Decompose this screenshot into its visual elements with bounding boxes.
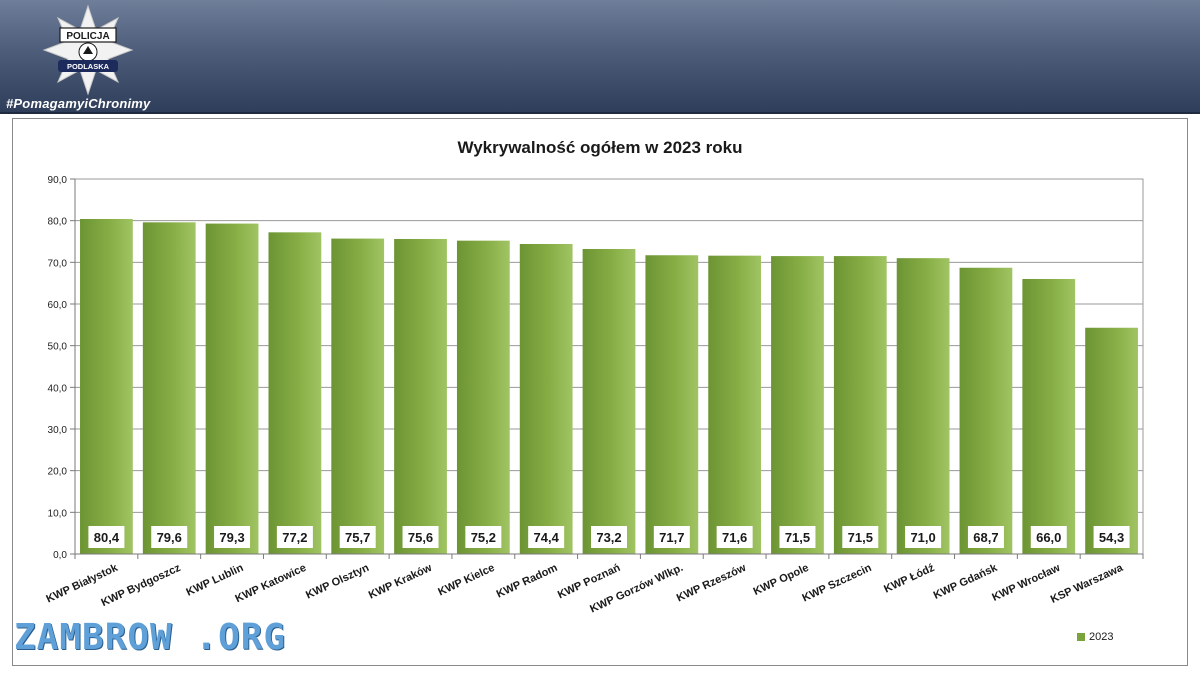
data-label: 75,2 xyxy=(471,530,496,545)
data-label: 77,2 xyxy=(282,530,307,545)
data-label-box xyxy=(151,526,188,548)
bar xyxy=(205,223,259,555)
data-label: 68,7 xyxy=(973,530,998,545)
data-label: 71,5 xyxy=(785,530,810,545)
x-tick-label: KWP Gdańsk xyxy=(932,561,1000,601)
data-label-box xyxy=(465,526,502,548)
bar xyxy=(582,249,636,554)
data-label-box xyxy=(779,526,816,548)
x-tick-label: KWP Szczecin xyxy=(801,562,874,605)
data-label-box xyxy=(1030,526,1067,548)
data-label: 80,4 xyxy=(94,530,120,545)
bar xyxy=(519,244,573,554)
data-label: 75,6 xyxy=(408,530,433,545)
legend: 2023 xyxy=(1077,631,1113,643)
x-tick-label: KWP Rzeszów xyxy=(675,562,748,605)
y-tick-label: 20,0 xyxy=(48,467,68,478)
x-tick-label: KWP Łódź xyxy=(882,562,937,596)
logo-bottom-text: PODLASKA xyxy=(67,62,110,71)
y-tick-label: 50,0 xyxy=(48,342,68,353)
data-label-box xyxy=(1093,526,1130,548)
y-tick-label: 70,0 xyxy=(48,258,68,269)
data-label-box xyxy=(653,526,690,548)
y-tick-label: 0,0 xyxy=(53,550,67,561)
bar xyxy=(896,258,950,554)
data-label: 71,5 xyxy=(848,530,873,545)
y-tick-label: 40,0 xyxy=(48,383,68,394)
data-label-box xyxy=(339,526,376,548)
y-tick-label: 90,0 xyxy=(48,175,68,186)
hashtag: #PomagamyiChronimy xyxy=(6,96,151,111)
bar xyxy=(331,238,385,555)
chart-title: Wykrywalność ogółem w 2023 roku xyxy=(457,138,743,157)
data-label: 79,3 xyxy=(219,530,244,545)
data-label: 73,2 xyxy=(596,530,621,545)
x-tick-label: KSP Warszawa xyxy=(1049,561,1126,605)
bar xyxy=(394,239,447,554)
bar xyxy=(1022,279,1076,554)
bar xyxy=(645,255,699,554)
y-tick-label: 10,0 xyxy=(48,508,68,519)
bar xyxy=(1085,327,1138,554)
bar xyxy=(456,240,510,554)
y-tick-label: 60,0 xyxy=(48,300,68,311)
x-tick-label: KWP Olsztyn xyxy=(304,562,371,602)
bar xyxy=(142,222,196,555)
data-label-box xyxy=(716,526,753,548)
bar xyxy=(771,256,824,554)
data-label-box xyxy=(214,526,251,548)
bar xyxy=(959,267,1013,554)
data-label-box xyxy=(591,526,627,548)
police-star-logo: POLICJA PODLASKA xyxy=(42,4,134,96)
data-label: 71,6 xyxy=(722,530,747,545)
data-label: 66,0 xyxy=(1036,530,1061,545)
data-label: 71,7 xyxy=(659,530,684,545)
data-label: 75,7 xyxy=(345,530,370,545)
x-tick-label: KWP Kraków xyxy=(367,562,434,602)
logo-top-text: POLICJA xyxy=(66,31,109,42)
x-tick-label: KWP Katowice xyxy=(233,562,308,605)
data-label: 79,6 xyxy=(157,530,182,545)
bar xyxy=(708,255,762,554)
data-label-box xyxy=(905,526,942,548)
bar xyxy=(833,256,887,554)
data-label: 71,0 xyxy=(910,530,935,545)
bar xyxy=(268,232,322,555)
data-label-box xyxy=(967,526,1004,548)
data-label-box xyxy=(528,526,565,548)
y-tick-label: 80,0 xyxy=(48,217,68,228)
data-label: 74,4 xyxy=(534,530,560,545)
bar xyxy=(80,219,133,554)
legend-swatch xyxy=(1077,633,1085,642)
data-label-box xyxy=(88,526,125,548)
x-tick-label: KWP Radom xyxy=(495,562,560,601)
legend-label: 2023 xyxy=(1089,631,1114,643)
x-tick-label: KWP Kielce xyxy=(436,562,496,599)
data-label: 54,3 xyxy=(1099,530,1124,545)
watermark: ZAMBROW .ORG xyxy=(14,617,287,658)
data-label-box xyxy=(842,526,879,548)
y-tick-label: 30,0 xyxy=(48,425,68,436)
data-label-box xyxy=(276,526,313,548)
header-banner: POLICJA PODLASKA #PomagamyiChronimy xyxy=(0,0,1200,114)
data-label-box xyxy=(402,526,439,548)
